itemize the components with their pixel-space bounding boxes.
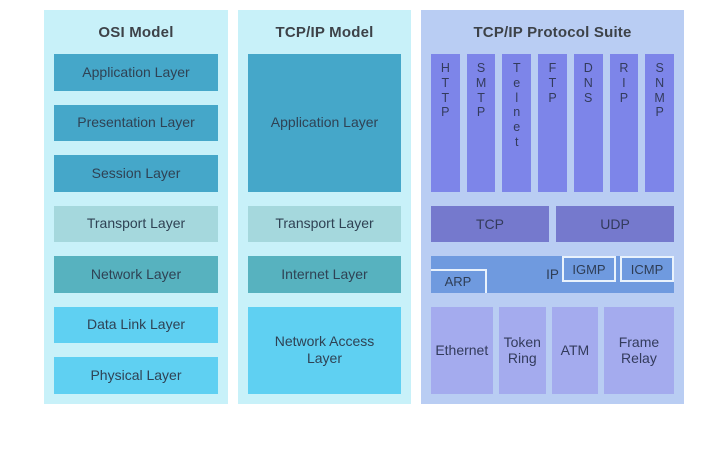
token-ring-box: Token Ring — [498, 306, 546, 394]
tcpip-model-panel: TCP/IP Model Application Layer Transport… — [238, 10, 411, 404]
osi-layer-data-link: Data Link Layer — [54, 306, 218, 344]
icmp-box: ICMP — [620, 256, 674, 283]
frame-relay-box: Frame Relay — [603, 306, 674, 394]
tcpip-layer-internet: Internet Layer — [248, 256, 401, 293]
atm-box: ATM — [551, 306, 598, 394]
diagram-row: OSI Model Application Layer Presentation… — [44, 10, 684, 404]
ip-label: IP — [546, 267, 559, 283]
udp-box: UDP — [556, 205, 674, 243]
tcpip-layer-transport: Transport Layer — [248, 205, 401, 243]
arp-box: ARP — [431, 268, 487, 293]
osi-layer-network: Network Layer — [54, 256, 218, 293]
igmp-box: IGMP — [562, 256, 616, 283]
osi-model-panel: OSI Model Application Layer Presentation… — [44, 10, 228, 404]
osi-layer-presentation: Presentation Layer — [54, 104, 218, 142]
osi-layer-grid: Application Layer Presentation Layer Ses… — [54, 54, 218, 394]
tcp-box: TCP — [431, 205, 549, 243]
osi-layer-physical: Physical Layer — [54, 357, 218, 394]
tcpip-layer-network-access: Network Access Layer — [248, 306, 401, 394]
ethernet-box: Ethernet — [431, 306, 493, 394]
tcpip-layer-grid: Application Layer Transport Layer Intern… — [248, 54, 401, 394]
transport-protocols-row: TCP UDP — [431, 205, 674, 243]
osi-layer-session: Session Layer — [54, 155, 218, 192]
osi-layer-application: Application Layer — [54, 54, 218, 91]
tcpip-layer-application: Application Layer — [248, 54, 401, 192]
tcpip-model-title: TCP/IP Model — [275, 23, 374, 41]
osi-layer-transport: Transport Layer — [54, 205, 218, 243]
link-technologies-row: Ethernet Token Ring ATM Frame Relay — [431, 306, 674, 394]
internet-protocols-row: IP IGMP ICMP ARP — [431, 256, 674, 293]
osi-model-title: OSI Model — [98, 23, 174, 41]
protocol-suite-title: TCP/IP Protocol Suite — [473, 23, 632, 41]
